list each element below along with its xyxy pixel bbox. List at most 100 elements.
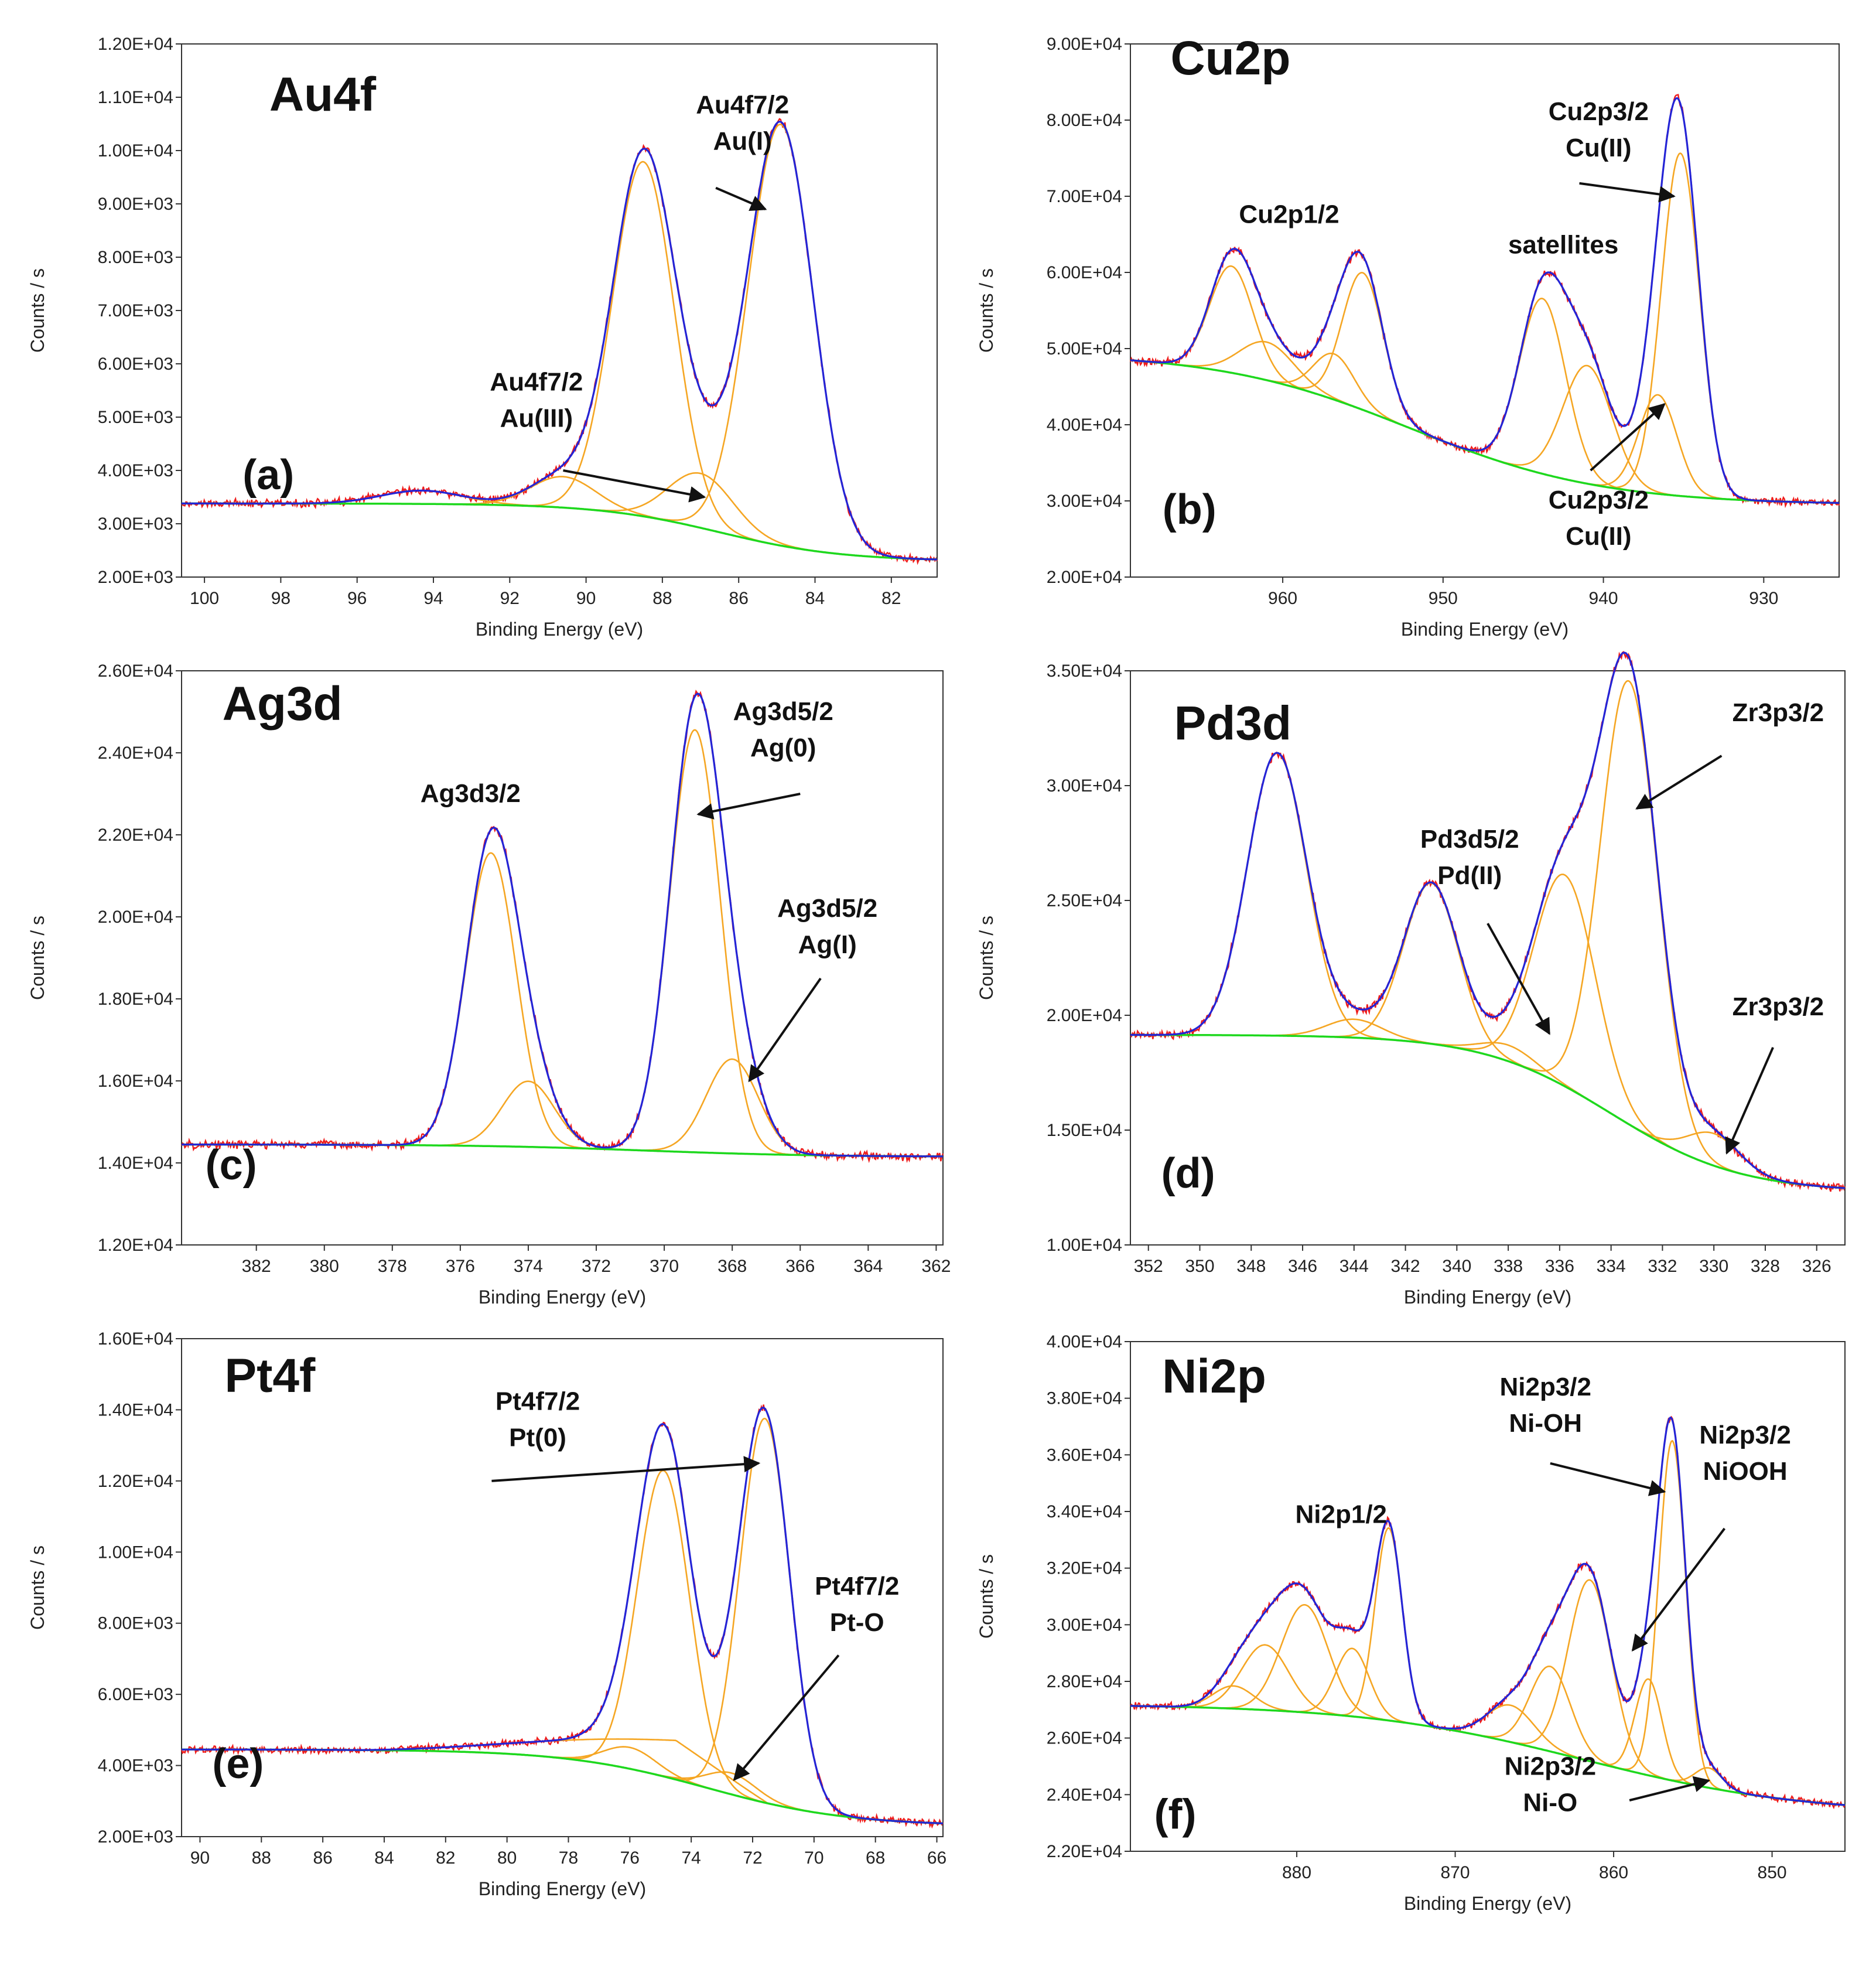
x-tick-label: 350 [1185,1257,1214,1276]
panel-label: (d) [1161,1150,1215,1197]
x-tick-label: 76 [620,1848,640,1868]
x-tick-label: 70 [804,1848,823,1868]
x-tick-label: 326 [1802,1257,1831,1276]
y-axis-title: Counts / s [27,1545,48,1630]
plot-frame [1130,43,1840,578]
y-tick-label: 8.00E+04 [1047,111,1122,130]
y-tick-label: 2.00E+04 [1047,1006,1122,1025]
x-tick-label: 84 [374,1848,394,1868]
fit-envelope-line [1130,1416,1846,1806]
annotation-arrow [733,1654,840,1782]
x-tick-label: 368 [717,1257,747,1276]
y-tick-label: 1.10E+04 [98,88,173,107]
panel-title: Ag3d [223,677,343,731]
fit-envelope-line [1130,97,1839,504]
panel-title: Au4f [269,68,377,121]
annotation-label: satellites [1508,231,1618,260]
x-axis-title: Binding Energy (eV) [479,1287,646,1308]
x-tick-label: 376 [446,1257,475,1276]
y-tick-label: 1.00E+04 [1047,1236,1122,1255]
annotation-label: Ag3d3/2 [421,779,521,808]
y-tick-label: 1.00E+04 [98,1543,173,1562]
x-tick-label: 870 [1441,1863,1470,1882]
y-tick-label: 3.20E+04 [1047,1559,1122,1578]
y-tick-label: 1.80E+04 [98,990,173,1009]
panel-c: 1.20E+04 1.40E+04 1.60E+04 1.80E+04 2.00E+04… [27,661,951,1308]
x-tick-label: 90 [576,589,596,608]
annotation-label: Pd3d5/2 Pd(II) [1420,825,1519,890]
y-tick-label: 3.00E+04 [1047,1615,1122,1635]
panel-f: 2.20E+04 2.40E+04 2.60E+04 2.80E+04 3.00E+04… [976,1332,1846,1914]
y-tick-label: 4.00E+03 [98,461,173,480]
panel-b: 2.00E+04 3.00E+04 4.00E+04 5.00E+04 6.00E+04… [976,32,1840,640]
annotation-arrow [748,977,822,1083]
x-tick-label: 860 [1599,1863,1628,1882]
x-tick-label: 364 [853,1257,883,1276]
x-tick-label: 86 [729,589,749,608]
y-tick-label: 4.00E+04 [1047,415,1122,435]
x-axis-title: Binding Energy (eV) [479,1878,646,1899]
x-tick-label: 880 [1282,1863,1311,1882]
y-tick-label: 4.00E+04 [1047,1332,1122,1352]
annotation-arrow [715,186,767,211]
y-tick-label: 7.00E+04 [1047,187,1122,206]
annotation-label: Au4f7/2 Au(I) [696,90,789,155]
y-tick-label: 2.50E+04 [1047,891,1122,910]
annotation-label: Ni2p1/2 [1296,1500,1388,1528]
y-tick-label: 1.60E+04 [98,1329,173,1349]
annotation-arrow [1579,182,1676,203]
x-tick-label: 342 [1391,1257,1420,1276]
y-tick-label: 3.00E+04 [1047,776,1122,796]
x-tick-label: 352 [1134,1257,1163,1276]
x-axis-title: Binding Energy (eV) [476,619,643,640]
x-tick-label: 68 [866,1848,885,1868]
y-tick-label: 5.00E+04 [1047,339,1122,359]
x-tick-label: 66 [927,1848,946,1868]
panel-label: (f) [1154,1791,1197,1838]
y-tick-label: 3.00E+03 [98,514,173,534]
y-tick-label: 2.60E+04 [98,661,173,681]
annotation-arrow [1487,923,1551,1035]
annotation-arrow [1725,1047,1774,1155]
x-tick-label: 100 [190,589,219,608]
panel-label: (a) [242,452,294,499]
x-tick-label: 334 [1597,1257,1626,1276]
panel-a: 2.00E+03 3.00E+03 4.00E+03 5.00E+03 6.00E+03… [27,35,938,640]
y-tick-label: 1.40E+04 [98,1154,173,1173]
plot-frame [181,670,944,1246]
annotation-arrow [1631,1527,1726,1652]
x-tick-label: 348 [1236,1257,1266,1276]
y-tick-label: 2.20E+04 [1047,1842,1122,1861]
y-tick-label: 5.00E+03 [98,408,173,427]
annotation-arrow [1629,1776,1711,1801]
y-tick-label: 3.60E+04 [1047,1445,1122,1465]
plot-frame [1130,1341,1846,1852]
x-tick-label: 382 [242,1257,271,1276]
y-tick-label: 8.00E+03 [98,248,173,267]
x-tick-label: 82 [881,589,901,608]
x-tick-label: 330 [1699,1257,1728,1276]
annotation-arrow [563,469,706,503]
y-tick-label: 9.00E+04 [1047,35,1122,54]
panel-label: (c) [206,1142,257,1189]
y-tick-label: 1.20E+04 [98,35,173,54]
panel-label: (b) [1163,486,1217,533]
y-tick-label: 9.00E+03 [98,195,173,214]
panel-d: 1.00E+04 1.50E+04 2.00E+04 2.50E+04 3.00E+04… [976,651,1846,1308]
annotation-arrow [1550,1462,1666,1496]
panel-label: (e) [212,1741,264,1787]
x-tick-label: 78 [559,1848,578,1868]
y-axis-title: Counts / s [27,268,48,353]
x-tick-label: 378 [378,1257,407,1276]
y-tick-label: 3.50E+04 [1047,661,1122,681]
x-tick-label: 72 [743,1848,762,1868]
x-tick-label: 336 [1545,1257,1574,1276]
y-tick-label: 1.20E+04 [98,1236,173,1255]
annotation-label: Ni2p3/2 Ni-OH [1499,1373,1591,1438]
background-line [1130,1033,1846,1189]
y-axis-title: Counts / s [976,1554,997,1639]
x-tick-label: 86 [313,1848,332,1868]
x-tick-label: 850 [1758,1863,1787,1882]
panel-title: Pd3d [1174,697,1291,750]
